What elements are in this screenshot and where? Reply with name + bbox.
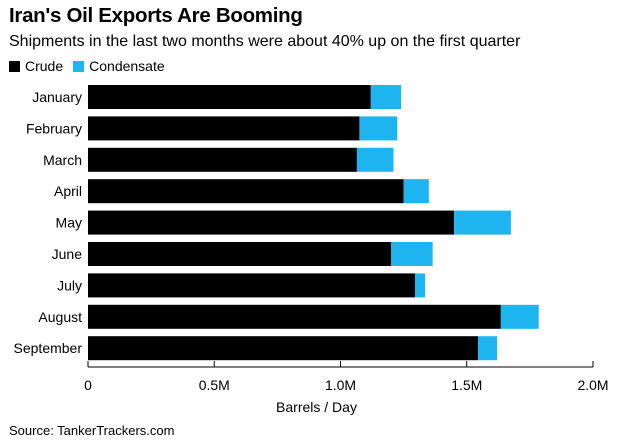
- category-label-may: May: [56, 215, 82, 231]
- bar-crude-september: [88, 336, 479, 361]
- bar-condensate-april: [403, 179, 429, 204]
- bar-condensate-january: [370, 85, 402, 109]
- chart-title: Iran's Oil Exports Are Booming: [9, 4, 303, 27]
- category-label-june: June: [52, 246, 83, 262]
- bar-crude-july: [88, 273, 415, 298]
- x-tick-label: 0: [84, 377, 92, 393]
- category-label-january: January: [32, 89, 82, 105]
- x-axis-title: Barrels / Day: [276, 399, 357, 415]
- bar-condensate-february: [359, 116, 398, 141]
- bar-condensate-may: [454, 210, 511, 235]
- bar-crude-march: [88, 147, 357, 172]
- bar-chart: January February March April May June July Augu…: [14, 85, 609, 415]
- category-label-april: April: [54, 183, 82, 199]
- bar-crude-may: [88, 210, 455, 235]
- bar-condensate-august: [500, 304, 539, 329]
- bar-condensate-september: [478, 336, 498, 361]
- category-label-february: February: [26, 120, 82, 136]
- legend-label-condensate: Condensate: [89, 58, 165, 74]
- x-tick-label: 2.0M: [577, 377, 608, 393]
- bar-condensate-march: [356, 147, 394, 172]
- bar-crude-august: [88, 304, 501, 329]
- bar-crude-june: [88, 242, 391, 266]
- category-label-march: March: [43, 152, 82, 168]
- legend: Crude Condensate: [9, 58, 175, 74]
- legend-item-condensate: Condensate: [73, 58, 165, 74]
- bar-condensate-july: [414, 273, 426, 298]
- bar-crude-february: [88, 116, 360, 141]
- x-tick-label: 0.5M: [199, 377, 230, 393]
- category-label-september: September: [14, 340, 83, 356]
- chart-subtitle: Shipments in the last two months were ab…: [9, 33, 521, 50]
- category-label-august: August: [38, 309, 82, 325]
- legend-swatch-crude: [9, 60, 20, 72]
- legend-item-crude: Crude: [9, 58, 63, 74]
- category-label-july: July: [57, 277, 82, 293]
- legend-swatch-condensate: [73, 60, 85, 72]
- legend-label-crude: Crude: [25, 58, 64, 74]
- bar-crude-january: [88, 85, 371, 109]
- x-tick-label: 1.0M: [325, 377, 356, 393]
- source-note: Source: TankerTrackers.com: [9, 423, 175, 438]
- x-tick-label: 1.5M: [451, 377, 482, 393]
- bar-condensate-june: [391, 242, 433, 266]
- bar-crude-april: [88, 179, 404, 204]
